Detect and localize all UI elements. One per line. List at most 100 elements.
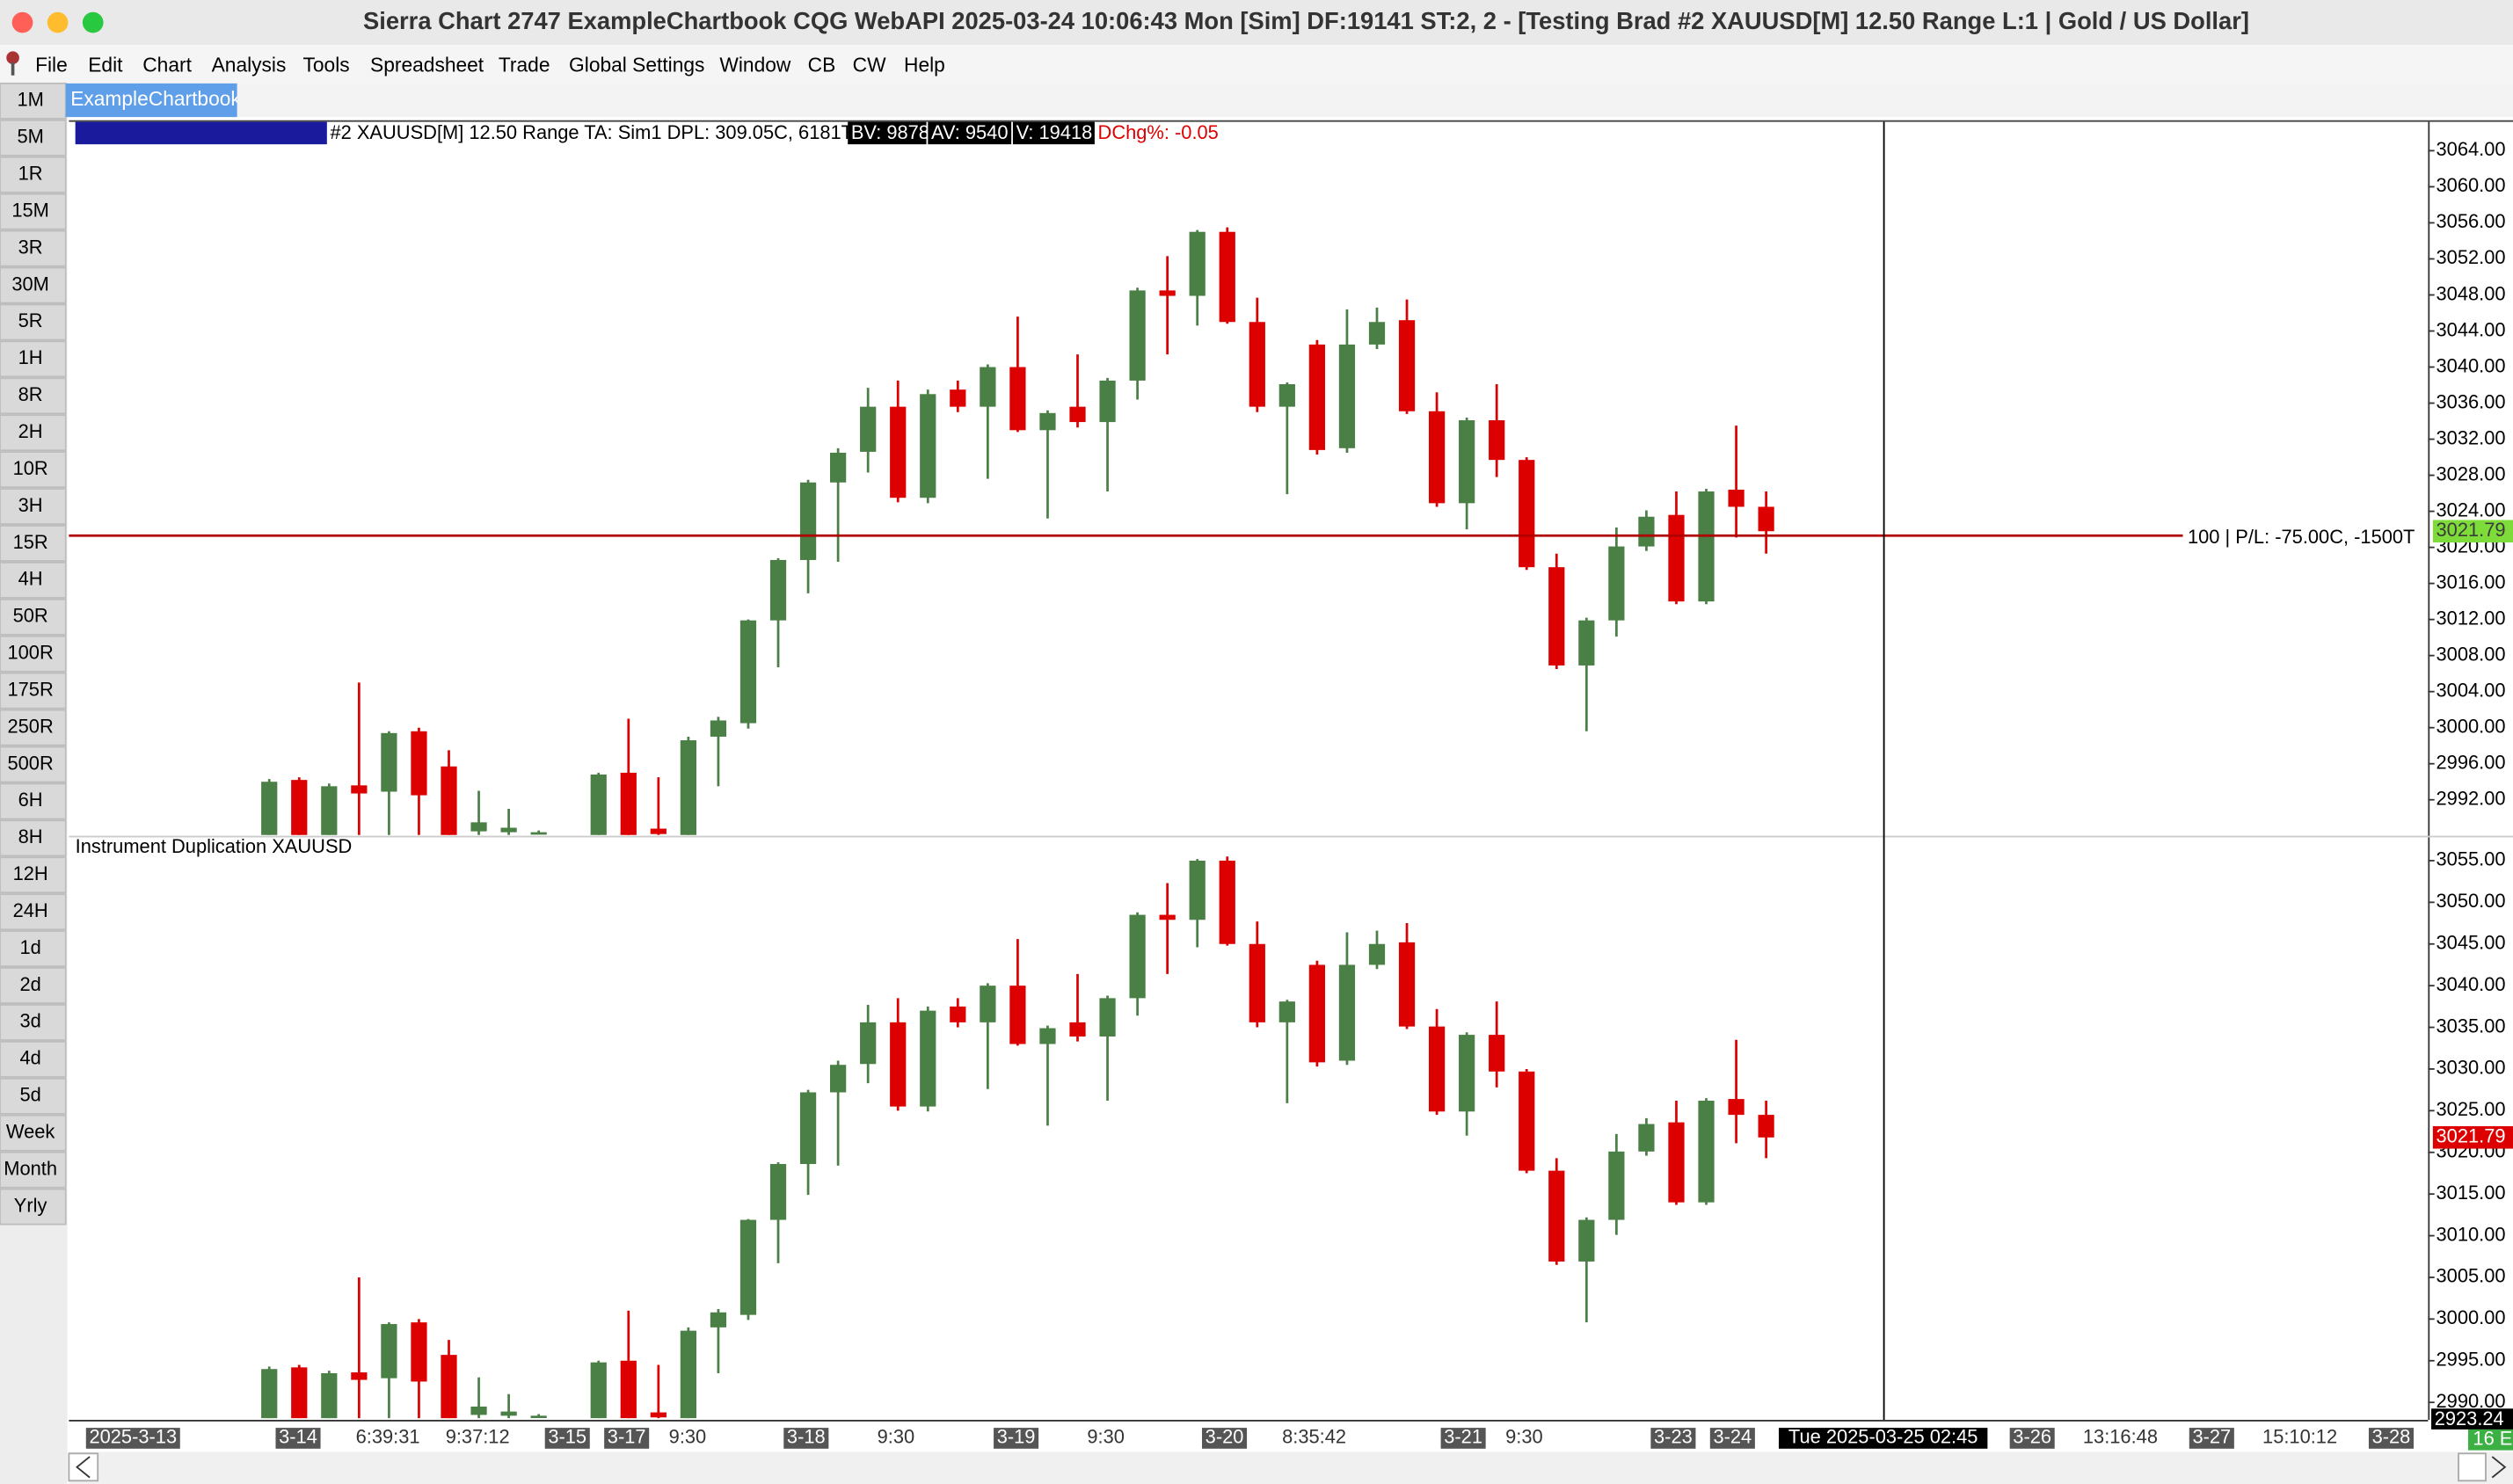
- x-tick-label: 3-24: [1713, 1426, 1752, 1448]
- timeframe-button[interactable]: [0, 635, 67, 673]
- candle-body: [1638, 1124, 1655, 1152]
- timeframe-button[interactable]: [0, 1040, 67, 1078]
- timeframe-button[interactable]: [0, 82, 67, 120]
- y-tick-label: 3052.00: [2437, 246, 2506, 268]
- candle-body: [739, 1219, 757, 1315]
- y-tick-label: 2990.00: [2437, 1390, 2506, 1412]
- timeframe-label[interactable]: 24H: [13, 899, 48, 921]
- timeframe-label[interactable]: 175R: [7, 678, 53, 700]
- timeframe-label[interactable]: 15R: [13, 531, 48, 553]
- timeframe-button[interactable]: [0, 1114, 67, 1152]
- timeframe-button[interactable]: [0, 377, 67, 415]
- timeframe-label[interactable]: 1M: [17, 89, 43, 111]
- scrollbar[interactable]: [69, 1451, 2513, 1484]
- timeframe-button[interactable]: [0, 303, 67, 341]
- timeframe-label[interactable]: 8R: [18, 383, 43, 405]
- menu-item[interactable]: Spreadsheet: [370, 54, 484, 76]
- menu-item[interactable]: Analysis: [212, 54, 287, 76]
- timeframe-button[interactable]: [0, 1004, 67, 1041]
- chartbook-tab[interactable]: [65, 83, 237, 118]
- timeframe-button[interactable]: [0, 1077, 67, 1115]
- timeframe-label[interactable]: 500R: [7, 752, 53, 774]
- timeframe-label[interactable]: 1R: [18, 163, 43, 185]
- minimize-button[interactable]: [47, 11, 69, 33]
- timeframe-label[interactable]: 3d: [19, 1010, 40, 1032]
- timeframe-button[interactable]: [0, 819, 67, 857]
- panel-label: Instrument Duplication XAUUSD: [76, 835, 353, 857]
- timeframe-button[interactable]: [0, 156, 67, 193]
- chartbook-tab-label[interactable]: ExampleChartbook: [70, 87, 241, 110]
- timeframe-button[interactable]: [0, 193, 67, 230]
- menu-item[interactable]: Trade: [499, 54, 550, 76]
- timeframe-label[interactable]: 100R: [7, 642, 53, 664]
- y-tick-label: 3050.00: [2437, 890, 2506, 912]
- timeframe-button[interactable]: [0, 451, 67, 489]
- timeframe-button[interactable]: [0, 229, 67, 267]
- timeframe-label[interactable]: 15M: [11, 199, 49, 221]
- candle-body: [1578, 620, 1595, 666]
- timeframe-button[interactable]: [0, 782, 67, 820]
- close-button[interactable]: [11, 11, 33, 33]
- timeframe-button[interactable]: [0, 414, 67, 452]
- scroll-right-arrow[interactable]: [2491, 1456, 2507, 1479]
- menu-item[interactable]: CB: [808, 54, 836, 76]
- timeframe-label[interactable]: 50R: [13, 605, 48, 627]
- menu-item[interactable]: Chart: [142, 54, 192, 76]
- timeframe-button[interactable]: [0, 893, 67, 931]
- candle-body: [950, 1006, 966, 1022]
- menu-item[interactable]: Window: [719, 54, 791, 76]
- timeframe-label[interactable]: Week: [6, 1121, 55, 1143]
- menu-item[interactable]: Tools: [302, 54, 349, 76]
- timeframe-label[interactable]: 250R: [7, 715, 53, 737]
- menu-item[interactable]: Edit: [88, 54, 123, 76]
- timeframe-button[interactable]: [0, 525, 67, 562]
- timeframe-label[interactable]: 10R: [13, 457, 48, 479]
- menu-item[interactable]: File: [35, 54, 68, 76]
- timeframe-label[interactable]: 12H: [13, 862, 48, 884]
- timeframe-button[interactable]: [0, 488, 67, 526]
- timeframe-button[interactable]: [0, 1188, 67, 1226]
- timeframe-button[interactable]: [0, 561, 67, 599]
- timeframe-label[interactable]: 1H: [18, 346, 43, 368]
- scroll-thumb[interactable]: [2458, 1452, 2487, 1482]
- timeframe-button[interactable]: [0, 119, 67, 156]
- timeframe-label[interactable]: 4d: [19, 1047, 40, 1069]
- timeframe-label[interactable]: 2d: [19, 973, 40, 995]
- scroll-left[interactable]: [68, 1452, 99, 1482]
- zoom-button[interactable]: [82, 11, 104, 33]
- menu-item[interactable]: Help: [904, 54, 945, 76]
- candles: [261, 856, 1774, 1419]
- timeframe-label[interactable]: 5d: [19, 1084, 40, 1106]
- candle-body: [680, 740, 697, 835]
- timeframe-button[interactable]: [0, 709, 67, 746]
- menu-bar: [0, 45, 2513, 84]
- candle-body: [321, 1372, 338, 1419]
- menu-item[interactable]: CW: [853, 54, 886, 76]
- timeframe-label[interactable]: 6H: [18, 789, 43, 811]
- timeframe-label[interactable]: 8H: [18, 826, 43, 847]
- timeframe-button[interactable]: [0, 340, 67, 378]
- x-tick-label-bg: [1650, 1428, 1696, 1449]
- timeframe-label[interactable]: 4H: [18, 568, 43, 590]
- timeframe-label[interactable]: 3H: [18, 494, 43, 516]
- menu-item[interactable]: Global Settings: [569, 54, 704, 76]
- timeframe-label[interactable]: Month: [4, 1157, 57, 1179]
- timeframe-button[interactable]: [0, 856, 67, 894]
- timeframe-button[interactable]: [0, 967, 67, 1005]
- timeframe-label[interactable]: 3R: [18, 236, 43, 258]
- timeframe-button[interactable]: [0, 672, 67, 709]
- candle-body: [291, 1367, 308, 1419]
- x-tick-label: 15:10:12: [2262, 1426, 2337, 1448]
- timeframe-label[interactable]: 30M: [11, 273, 49, 295]
- timeframe-label[interactable]: 1d: [19, 936, 40, 958]
- timeframe-button[interactable]: [0, 1151, 67, 1189]
- timeframe-button[interactable]: [0, 598, 67, 636]
- timeframe-button[interactable]: [0, 266, 67, 304]
- timeframe-button[interactable]: [0, 930, 67, 968]
- timeframe-label[interactable]: 5M: [17, 126, 43, 148]
- timeframe-button[interactable]: [0, 746, 67, 783]
- timeframe-label[interactable]: Yrly: [14, 1194, 47, 1216]
- timeframe-label[interactable]: 2H: [18, 420, 43, 442]
- timeframe-label[interactable]: 5R: [18, 309, 43, 331]
- menu: File Edit Chart Analysis Tools Spreadsheet Tra…: [35, 54, 945, 76]
